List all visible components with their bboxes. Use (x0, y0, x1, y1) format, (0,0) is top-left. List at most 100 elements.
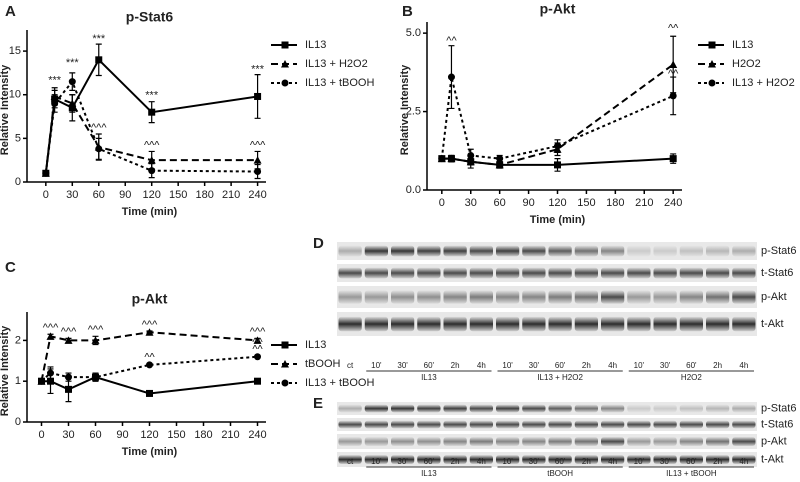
lane-label: 2h (713, 361, 722, 370)
band (653, 267, 677, 279)
y-tick-label: 2 (15, 334, 21, 346)
band (364, 455, 388, 464)
panel-label: C (5, 259, 16, 276)
x-tick-label: 240 (248, 429, 266, 441)
lane-label: 4h (739, 361, 748, 370)
legend-marker (281, 60, 289, 68)
legend-label: IL13 + H2O2 (305, 58, 368, 70)
y-tick-label: 10 (9, 89, 21, 101)
lane-label: 2h (451, 361, 460, 370)
marker (447, 73, 455, 81)
x-tick-label: 150 (167, 429, 185, 441)
annotation: ^^^ (142, 319, 158, 331)
lane-label: 60' (555, 361, 566, 370)
band (417, 245, 441, 257)
band (496, 245, 520, 257)
lane-label: 60' (424, 361, 435, 370)
band (627, 267, 651, 279)
band (364, 437, 388, 446)
band (496, 437, 520, 446)
band (601, 455, 625, 464)
lane-label: 30' (529, 457, 540, 466)
band (627, 245, 651, 257)
band (417, 420, 441, 429)
band (706, 455, 730, 464)
lane-label: 30' (397, 457, 408, 466)
lane-label: 30' (660, 361, 671, 370)
annotation: ^^ (252, 336, 263, 348)
band (469, 245, 493, 257)
annotation: *** (66, 57, 80, 69)
band (496, 404, 520, 413)
band (496, 290, 520, 304)
marker (254, 353, 261, 361)
band (338, 245, 362, 257)
legend-label: tBOOH (305, 358, 341, 370)
band (732, 437, 756, 446)
band (443, 404, 467, 413)
lane-label: 2h (451, 457, 460, 466)
blot-strip (337, 264, 757, 282)
band (522, 316, 546, 332)
band (469, 455, 493, 464)
marker (254, 168, 262, 176)
group-label: H2O2 (681, 373, 702, 382)
marker (42, 169, 50, 177)
lane-label: 60' (686, 457, 697, 466)
legend-marker (281, 41, 289, 49)
lane-label: 2h (582, 361, 591, 370)
panel-label: B (402, 3, 413, 20)
annotation: ^^ (252, 343, 263, 355)
band (391, 245, 415, 257)
marker (254, 377, 261, 385)
marker (669, 92, 677, 100)
band (443, 420, 467, 429)
marker (669, 60, 678, 69)
band (522, 420, 546, 429)
x-tick-label: 90 (522, 197, 534, 209)
annotation: ^^^ (61, 326, 77, 338)
band (548, 290, 572, 304)
legend-label: IL13 + tBOOH (305, 77, 374, 89)
band (338, 420, 362, 429)
band (706, 404, 730, 413)
band (679, 455, 703, 464)
lane-label: 60' (424, 457, 435, 466)
legend-marker (708, 79, 716, 87)
x-tick-label: 60 (89, 429, 101, 441)
band (679, 316, 703, 332)
band (443, 290, 467, 304)
annotation: ^^ (144, 351, 155, 363)
blot-strip (337, 418, 757, 431)
band (627, 437, 651, 446)
band (338, 316, 362, 332)
row-label: p-Akt (761, 291, 787, 303)
band (653, 404, 677, 413)
row-label: p-Akt (761, 435, 787, 447)
band (679, 437, 703, 446)
band (574, 316, 598, 332)
lane-label: 30' (397, 361, 408, 370)
marker (95, 56, 103, 64)
annotation: ^^^ (250, 326, 266, 338)
x-tick-label: 30 (465, 197, 477, 209)
band (601, 245, 625, 257)
lane-label: 10' (371, 361, 382, 370)
x-tick-label: 30 (62, 429, 74, 441)
band (496, 420, 520, 429)
annotation: ^^ (668, 68, 679, 80)
x-tick-label: 210 (635, 197, 653, 209)
legend-marker (281, 360, 289, 368)
band (574, 245, 598, 257)
band (522, 404, 546, 413)
x-tick-label: 180 (195, 189, 213, 201)
group-label: IL13 (421, 373, 437, 382)
band (627, 316, 651, 332)
band (732, 455, 756, 464)
band (653, 455, 677, 464)
legend-label: H2O2 (732, 58, 761, 70)
marker (64, 336, 73, 344)
marker (253, 156, 262, 164)
legend-label: IL13 (305, 39, 326, 51)
row-label: t-Akt (761, 453, 784, 465)
